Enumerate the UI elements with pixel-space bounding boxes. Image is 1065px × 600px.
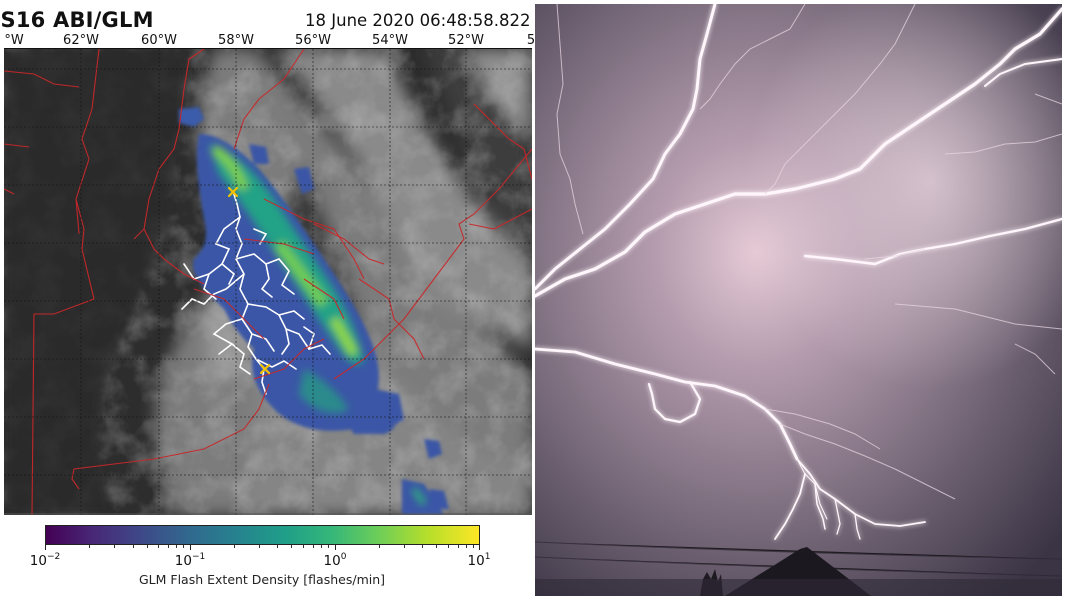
satellite-figure-panel: ES16 ABI/GLM 18 June 2020 06:48:58.822 U… [0, 8, 535, 587]
longitude-tick: 5 [526, 33, 535, 48]
longitude-tick: 54°W [372, 33, 408, 48]
longitude-tick: 52°W [448, 33, 484, 48]
colorbar-tick: 10−1 [174, 552, 206, 569]
flash-end-marker [259, 363, 271, 375]
lightning-flash-path [181, 190, 331, 395]
colorbar-label: GLM Flash Extent Density [flashes/min] [138, 572, 386, 587]
glm-density-overlay [179, 107, 449, 515]
figure-timestamp: 18 June 2020 06:48:58.822 U [305, 11, 535, 30]
colorbar-gradient [46, 526, 479, 544]
longitude-tick: 56°W [295, 33, 331, 48]
longitude-tick: 62°W [63, 33, 99, 48]
colorbar-tick: 100 [323, 552, 347, 569]
colorbar [45, 525, 480, 545]
colorbar-tick: 101 [467, 552, 491, 569]
longitude-tick: 60°W [141, 33, 177, 48]
lat-lon-grid [4, 49, 532, 515]
longitude-tick: 58°W [218, 33, 254, 48]
lightning-photo [535, 4, 1062, 596]
flash-start-marker [227, 186, 239, 198]
lightning-photograph [535, 4, 1062, 596]
longitude-tick: °W [4, 33, 24, 48]
satellite-map [4, 48, 532, 515]
figure-title: ES16 ABI/GLM [0, 8, 154, 32]
colorbar-tick: 10−2 [29, 552, 61, 569]
satellite-imagery [4, 49, 532, 515]
